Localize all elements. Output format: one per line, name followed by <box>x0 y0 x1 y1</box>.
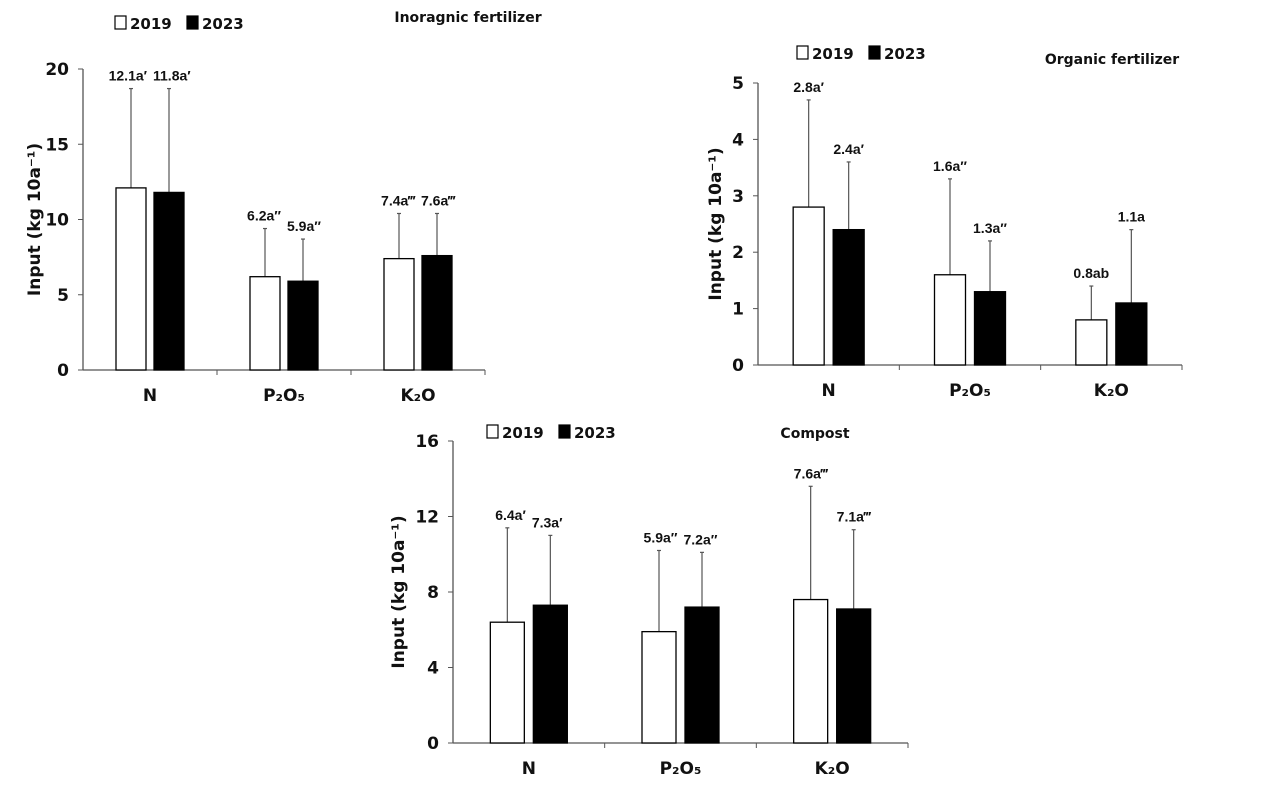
bar-2023 <box>1115 302 1148 366</box>
y-tick-label: 12 <box>415 508 439 528</box>
y-tick-label: 16 <box>415 432 439 452</box>
legend-label: 2023 <box>574 424 616 442</box>
y-tick-label: 4 <box>732 130 744 150</box>
legend-label: 2019 <box>502 424 544 442</box>
bar-2019 <box>1075 319 1108 366</box>
legend-label: 2023 <box>884 45 926 63</box>
chart-title: Compost <box>780 426 849 442</box>
data-label: 1.3a″ <box>973 220 1007 236</box>
data-label: 2.4a′ <box>833 141 864 157</box>
bar-2019 <box>793 598 829 744</box>
chart-2: 0 1 2 3 4 5 N P₂O₅ K₂O 2.8a′ 1.6a″ 0.8ab 2.4a′ 1.3a″ 1… <box>706 45 1183 401</box>
x-tick-label: K₂O <box>815 759 850 779</box>
chart-3: 0 4 8 12 16 N P₂O₅ K₂O 6.4a′ 5.9a″ 7.6a‴ 7.3a′ 7.2a″… <box>389 424 909 779</box>
x-tick-label: K₂O <box>400 386 435 406</box>
y-axis-label: Input (kg 10a⁻¹) <box>389 515 409 668</box>
chart-title: Inoragnic fertilizer <box>394 10 541 26</box>
x-tick-label: N <box>143 386 157 406</box>
legend-swatch-2019 <box>114 15 127 30</box>
legend-swatch-2023 <box>186 15 199 30</box>
y-tick-label: 10 <box>45 211 69 231</box>
bar-2019 <box>933 274 967 366</box>
bar-2023 <box>973 291 1007 366</box>
data-label: 7.6a‴ <box>794 465 829 481</box>
data-label: 11.8a′ <box>153 68 191 84</box>
x-tick-label: N <box>522 759 536 779</box>
bar-2023 <box>153 191 185 371</box>
data-label: 0.8ab <box>1073 265 1109 281</box>
y-tick-label: 3 <box>732 187 744 207</box>
x-tick-label: K₂O <box>1094 381 1129 401</box>
bar-2023 <box>684 606 720 744</box>
data-label: 7.1a‴ <box>837 509 872 525</box>
y-tick-label: 15 <box>45 135 69 155</box>
legend-label: 2023 <box>202 15 244 33</box>
bar-2023 <box>836 608 872 744</box>
data-label: 7.6a‴ <box>421 192 456 208</box>
data-label: 5.9a″ <box>287 218 321 234</box>
bar-2023 <box>287 280 319 371</box>
data-label: 5.9a″ <box>644 529 678 545</box>
bar-2019 <box>249 276 281 371</box>
data-label: 2.8a′ <box>793 79 824 95</box>
legend-swatch-2019 <box>486 424 499 439</box>
data-label: 1.1a <box>1118 209 1145 225</box>
legend-swatch-2023 <box>868 45 881 60</box>
data-label: 6.2a″ <box>247 208 281 224</box>
y-tick-label: 1 <box>732 300 744 320</box>
y-tick-label: 20 <box>45 60 69 80</box>
data-label: 7.3a′ <box>532 514 563 530</box>
bar-2023 <box>421 254 453 371</box>
y-tick-label: 0 <box>427 734 439 754</box>
data-label: 1.6a″ <box>933 158 967 174</box>
x-tick-label: P₂O₅ <box>949 381 991 401</box>
bar-2023 <box>832 228 865 366</box>
legend-label: 2019 <box>812 45 854 63</box>
bar-2019 <box>641 630 677 744</box>
legend-swatch-2023 <box>558 424 571 439</box>
x-tick-label: P₂O₅ <box>660 759 702 779</box>
y-tick-label: 2 <box>732 243 744 263</box>
y-axis-label: Input (kg 10a⁻¹) <box>706 147 726 300</box>
x-tick-label: P₂O₅ <box>263 386 305 406</box>
data-label: 7.2a″ <box>684 531 718 547</box>
data-label: 6.4a′ <box>495 507 526 523</box>
bar-2019 <box>115 187 147 371</box>
y-tick-label: 0 <box>732 356 744 376</box>
x-tick-label: N <box>822 381 836 401</box>
y-axis-label: Input (kg 10a⁻¹) <box>25 143 45 296</box>
y-tick-label: 5 <box>57 286 69 306</box>
bar-2019 <box>489 621 525 744</box>
bar-2023 <box>532 604 568 744</box>
chart-title: Organic fertilizer <box>1045 52 1179 68</box>
y-tick-label: 5 <box>732 74 744 94</box>
y-tick-label: 0 <box>57 361 69 381</box>
bar-2019 <box>383 257 415 371</box>
bar-2019 <box>792 206 825 366</box>
legend-swatch-2019 <box>796 45 809 60</box>
chart-1: 0 5 10 15 20 N P₂O₅ K₂O 12.1a′ 6.2a″ 7.4a‴ 11.8a′ 5.… <box>25 10 542 406</box>
data-label: 7.4a‴ <box>381 192 416 208</box>
data-label: 12.1a′ <box>109 68 148 84</box>
y-tick-label: 8 <box>427 583 439 603</box>
y-tick-label: 4 <box>427 659 439 679</box>
legend-label: 2019 <box>130 15 172 33</box>
